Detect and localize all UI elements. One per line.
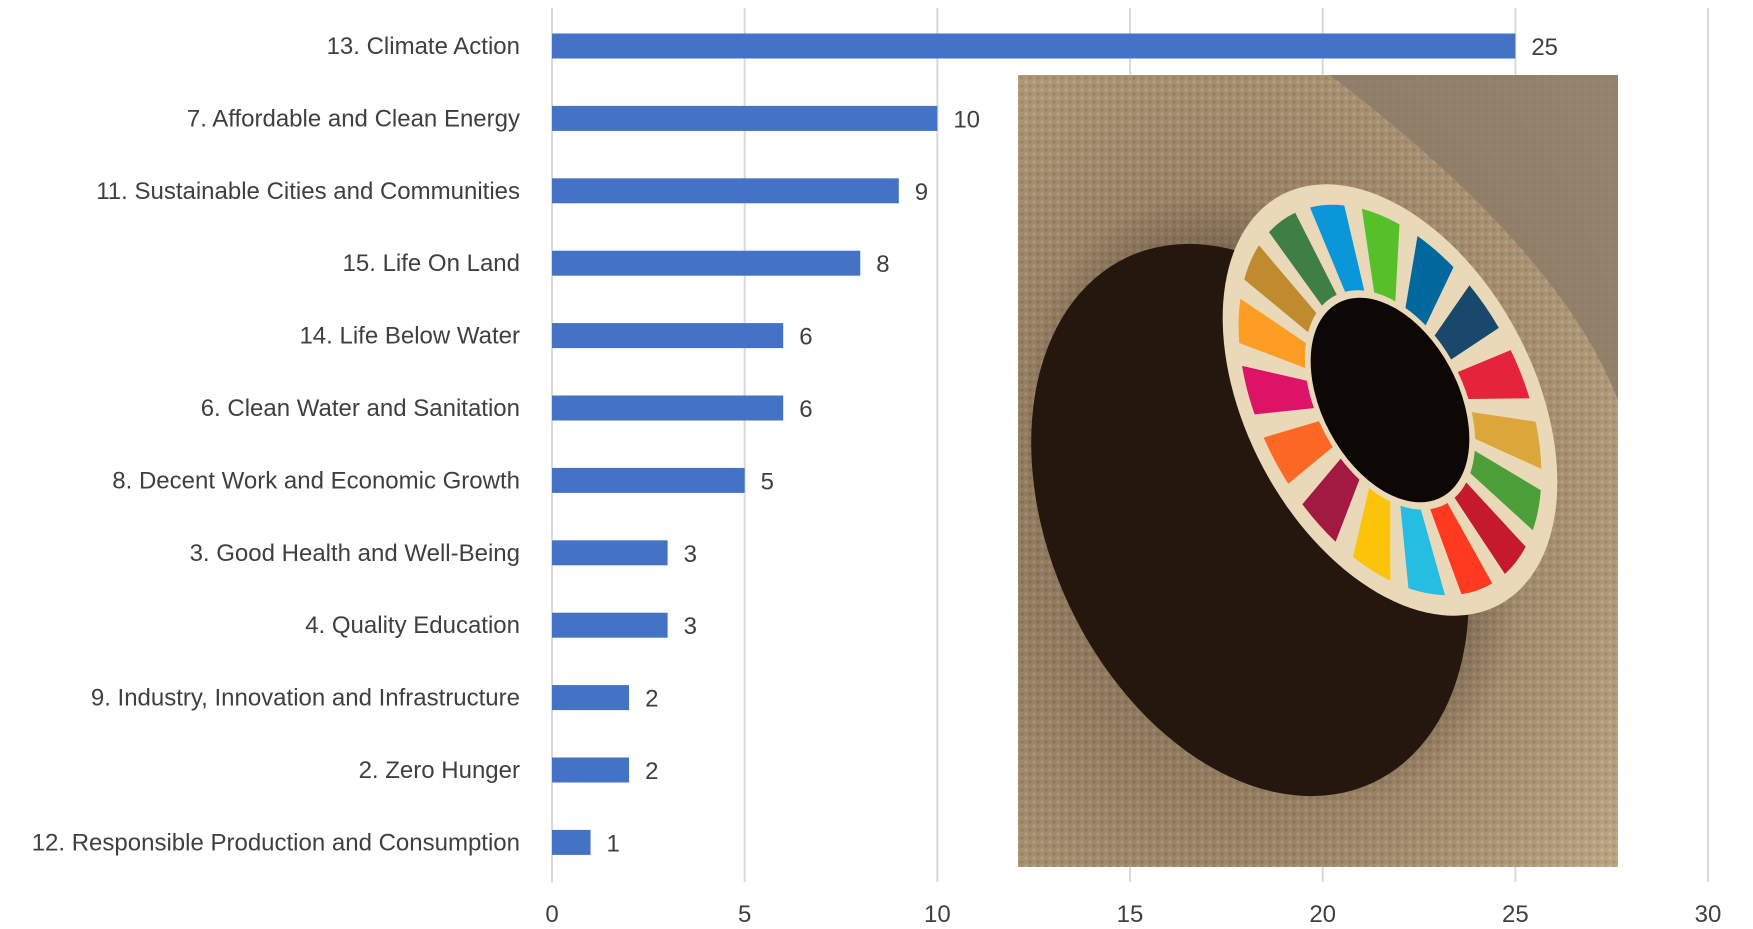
wheel-segment: [1457, 350, 1530, 400]
x-tick-label: 5: [738, 901, 751, 928]
wheel-segment: [1238, 298, 1306, 369]
category-label: 7. Affordable and Clean Energy: [187, 105, 520, 132]
wheel-segment: [1263, 421, 1333, 484]
x-tick-label: 25: [1502, 901, 1529, 928]
wheel-hole: [1310, 297, 1470, 503]
category-label: 11. Sustainable Cities and Communities: [96, 178, 520, 205]
wheel-segment: [1454, 482, 1526, 574]
category-label: 13. Climate Action: [327, 33, 520, 60]
data-label: 25: [1531, 34, 1558, 61]
bar: [552, 105, 938, 131]
data-labels: 25 10 9 8 6 6 5 3 3 2 2 1: [607, 34, 1559, 857]
data-label: 2: [645, 686, 658, 713]
bar: [552, 395, 784, 421]
x-tick-label: 10: [924, 901, 951, 928]
bar: [552, 757, 630, 783]
wheel-segment: [1434, 285, 1499, 360]
bar: [552, 540, 668, 566]
sdg-wheel-pin-photo: [1018, 75, 1618, 867]
bars: [552, 33, 1516, 855]
wheel-segment: [1310, 204, 1365, 292]
category-label: 9. Industry, Innovation and Infrastructu…: [91, 685, 520, 712]
wheel-segment: [1470, 450, 1541, 531]
bar: [552, 829, 591, 855]
data-label: 1: [607, 830, 620, 857]
bar: [552, 250, 861, 276]
data-label: 6: [799, 396, 812, 423]
wheel-segment: [1471, 412, 1542, 469]
data-label: 5: [761, 468, 774, 495]
category-labels: 13. Climate Action 7. Affordable and Clea…: [32, 33, 520, 856]
sdg-wheel-icon: [1222, 184, 1558, 616]
wheel-segment: [1405, 235, 1454, 326]
category-label: 14. Life Below Water: [299, 323, 520, 350]
category-label: 12. Responsible Production and Consumpti…: [32, 829, 520, 856]
data-label: 3: [684, 613, 697, 640]
x-tick-label: 0: [545, 901, 558, 928]
category-label: 6. Clean Water and Sanitation: [201, 395, 520, 422]
bar: [552, 685, 630, 711]
x-tick-label: 20: [1309, 901, 1336, 928]
data-label: 2: [645, 758, 658, 785]
wheel-segment: [1352, 488, 1391, 581]
bar: [552, 612, 668, 638]
wheel-segment: [1242, 365, 1314, 415]
data-label: 3: [684, 541, 697, 568]
wheel-segment: [1302, 458, 1360, 542]
wheel-segment: [1400, 505, 1446, 596]
x-tick-label: 30: [1695, 901, 1722, 928]
category-label: 8. Decent Work and Economic Growth: [112, 467, 520, 494]
data-label: 6: [799, 324, 812, 351]
wheel-segment: [1268, 212, 1337, 306]
x-axis-tick-labels: 0 5 10 15 20 25 30: [545, 901, 1721, 928]
bar: [552, 323, 784, 349]
wheel-segment: [1361, 208, 1400, 302]
wheel-segment: [1430, 503, 1493, 595]
category-label: 15. Life On Land: [343, 250, 520, 277]
bar: [552, 467, 745, 493]
category-label: 3. Good Health and Well-Being: [190, 540, 520, 567]
data-label: 8: [876, 251, 889, 278]
bar: [552, 33, 1516, 59]
data-label: 10: [953, 106, 980, 133]
bar: [552, 178, 899, 204]
category-label: 4. Quality Education: [305, 612, 520, 639]
data-label: 9: [915, 179, 928, 206]
category-label: 2. Zero Hunger: [359, 757, 520, 784]
wheel-segment: [1244, 245, 1317, 333]
x-tick-label: 15: [1117, 901, 1144, 928]
